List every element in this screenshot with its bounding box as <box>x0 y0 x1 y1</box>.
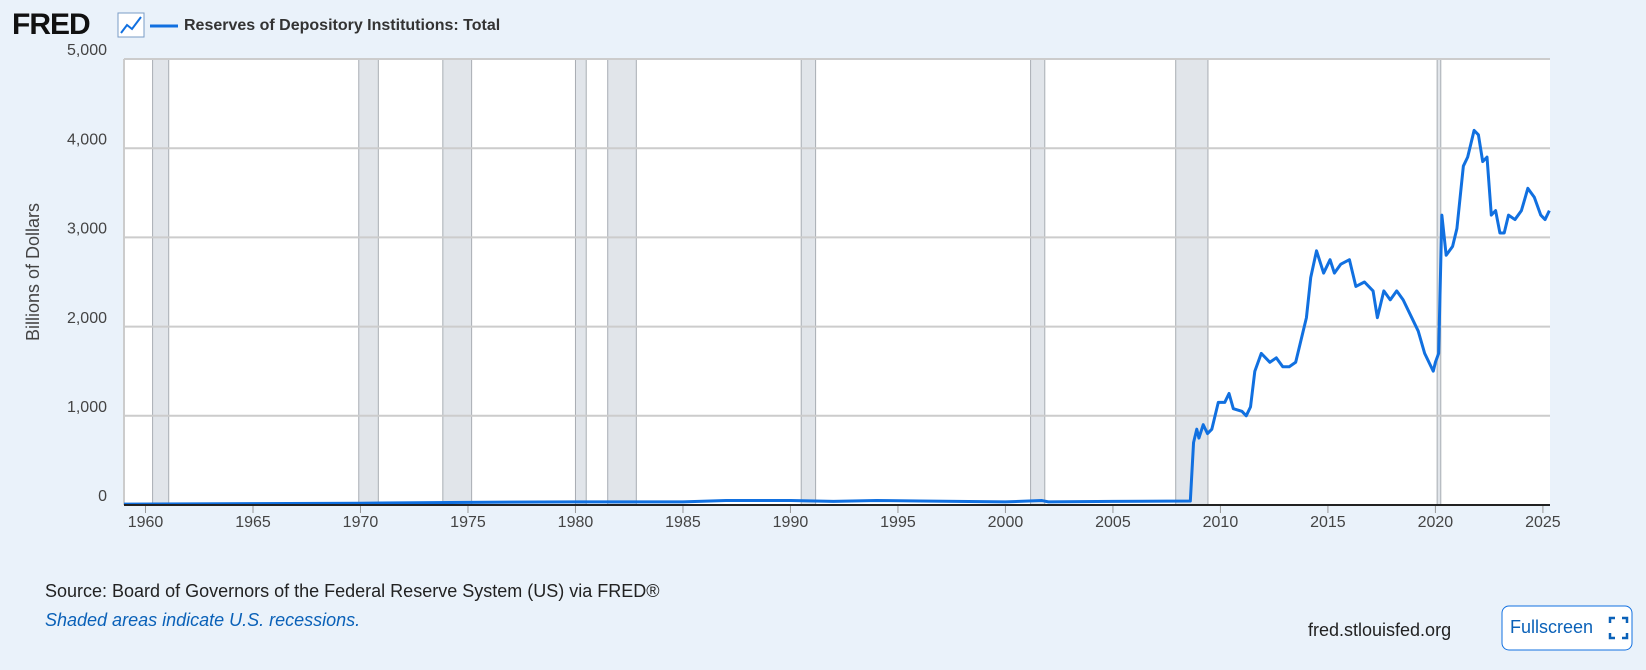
y-tick-label: 2,000 <box>67 310 107 327</box>
series-line <box>123 128 1551 506</box>
legend-label: Reserves of Depository Institutions: Tot… <box>184 17 500 34</box>
x-tick-label: 2025 <box>1525 514 1561 531</box>
recession-band <box>607 58 637 506</box>
x-tick-label: 1990 <box>773 514 809 531</box>
fullscreen-button[interactable]: Fullscreen <box>1501 605 1633 651</box>
y-axis-label: Billions of Dollars <box>23 203 43 341</box>
recession-band <box>574 58 587 506</box>
button-icon[interactable] <box>1608 616 1629 640</box>
x-tick-label: 1980 <box>558 514 594 531</box>
x-tick-label: 2015 <box>1310 514 1346 531</box>
y-tick-label: 3,000 <box>67 221 107 238</box>
x-tick-label: 1970 <box>343 514 379 531</box>
site-link: fred.stlouisfed.org <box>1308 620 1451 640</box>
recession-band <box>152 58 170 506</box>
plot-area <box>124 59 1550 505</box>
y-tick-label: 5,000 <box>67 42 107 59</box>
logo-icon <box>117 12 145 38</box>
note: Shaded areas indicate U.S. recessions. <box>45 610 360 630</box>
x-tick-label: 2010 <box>1203 514 1239 531</box>
recession-band <box>800 58 817 506</box>
x-tick-label: 2020 <box>1418 514 1454 531</box>
x-tick-label: 1995 <box>880 514 916 531</box>
recession-band <box>1175 58 1209 506</box>
x-tick-label: 1985 <box>665 514 701 531</box>
button-label[interactable]: Fullscreen <box>1510 617 1593 637</box>
y-tick-label: 0 <box>98 488 107 505</box>
y-tick-label: 1,000 <box>67 399 107 416</box>
x-tick-label: 2000 <box>988 514 1024 531</box>
recession-band <box>358 58 379 506</box>
x-tick-label: 1975 <box>450 514 486 531</box>
x-tick-label: 1965 <box>235 514 271 531</box>
brand-logo: FRED <box>12 8 90 41</box>
source: Source: Board of Governors of the Federa… <box>45 581 660 601</box>
recession-band <box>1030 58 1046 506</box>
x-tick-label: 1960 <box>128 514 164 531</box>
recession-band <box>442 58 473 506</box>
button-frame[interactable] <box>1501 605 1633 651</box>
x-tick-label: 2005 <box>1095 514 1131 531</box>
y-tick-label: 4,000 <box>67 131 107 148</box>
logo-icon-line <box>120 16 142 34</box>
